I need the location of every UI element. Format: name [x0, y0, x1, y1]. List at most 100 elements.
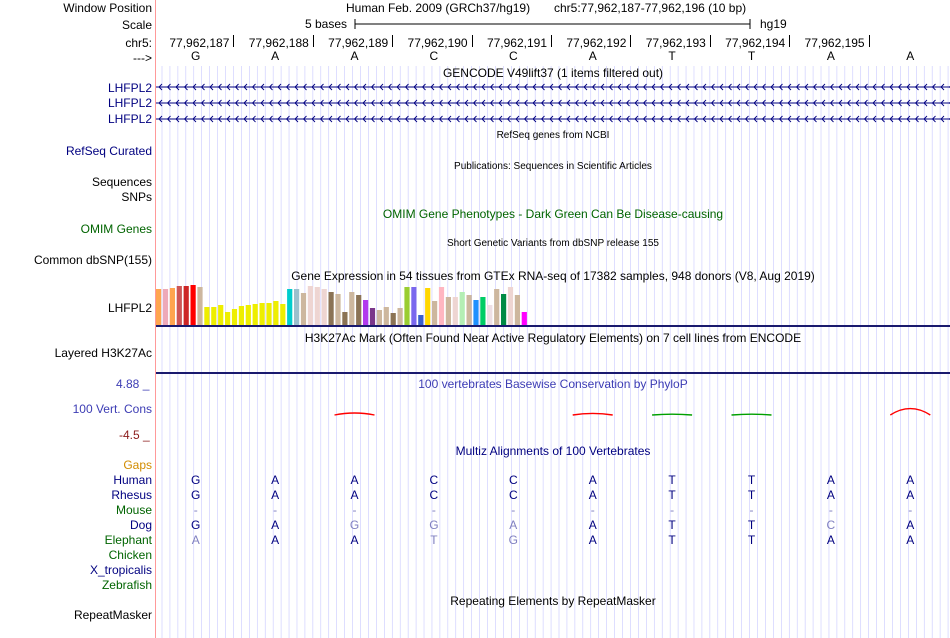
phylop-wiggle[interactable]	[156, 396, 950, 426]
gencode-gene-models[interactable]	[156, 82, 950, 126]
multiz-aligned-base: A	[906, 473, 915, 487]
multiz-species-label[interactable]: Chicken	[108, 548, 152, 562]
omim-label[interactable]: OMIM Genes	[80, 222, 152, 236]
multiz-aligned-base: A	[906, 533, 915, 547]
gtex-tissue-bar	[156, 289, 162, 325]
gtex-title: Gene Expression in 54 tissues from GTEx …	[291, 269, 815, 283]
multiz-aligned-base: A	[191, 533, 200, 547]
multiz-species-label[interactable]: Dog	[129, 518, 152, 532]
coordinate-tick-label: 77,962,192	[566, 36, 627, 50]
multiz-aligned-base: T	[668, 518, 676, 532]
gtex-tissue-bar	[335, 294, 341, 325]
multiz-aligned-base: G	[191, 518, 201, 532]
coordinate-tick-label: 77,962,191	[486, 36, 547, 50]
gtex-tissue-bar	[287, 289, 293, 325]
multiz-aligned-base: C	[508, 473, 518, 487]
h3k27ac-label[interactable]: Layered H3K27Ac	[54, 346, 152, 360]
multiz-aligned-base: A	[588, 518, 597, 532]
multiz-species-label[interactable]: Rhesus	[111, 488, 152, 502]
gtex-tissue-bar	[190, 285, 196, 325]
multiz-species-label[interactable]: Mouse	[115, 503, 152, 517]
gene-strand-arrows	[158, 115, 950, 123]
phylop-min-label: -4.5 _	[119, 428, 150, 442]
gtex-tissue-bar	[169, 288, 175, 325]
gtex-tissue-bar	[162, 289, 169, 325]
multiz-aligned-base: A	[826, 533, 835, 547]
gtex-bar-chart[interactable]	[156, 284, 950, 326]
window-position-label: Window Position	[63, 1, 152, 15]
multiz-aligned-base: A	[350, 473, 359, 487]
gtex-tissue-bar	[397, 308, 403, 325]
repeatmasker-title: Repeating Elements by RepeatMasker	[450, 594, 656, 608]
gencode-item-label[interactable]: LHFPL2	[107, 112, 152, 126]
phylop-conservation-mark	[572, 412, 613, 416]
publications-snps-label[interactable]: SNPs	[121, 190, 152, 204]
phylop-conservation-mark	[652, 413, 693, 416]
gtex-tissue-bar	[349, 292, 355, 325]
gtex-tissue-bar	[487, 305, 493, 325]
coordinate-tick	[868, 35, 870, 47]
coordinate-tick	[789, 35, 791, 47]
phylop-max-label: 4.88 _	[116, 377, 150, 391]
coordinate-tick	[392, 35, 394, 47]
phylop-label[interactable]: 100 Vert. Cons	[72, 402, 152, 416]
multiz-aligned-base: T	[747, 488, 756, 502]
coordinate-tick	[709, 35, 711, 47]
gtex-tissue-bar	[211, 307, 217, 325]
multiz-aligned-base: T	[430, 533, 438, 547]
gtex-label[interactable]: LHFPL2	[107, 301, 152, 315]
repeatmasker-label[interactable]: RepeatMasker	[73, 608, 152, 622]
multiz-aligned-base: -	[431, 503, 436, 517]
gtex-tissue-bar	[473, 300, 479, 325]
track-separator	[156, 325, 950, 327]
multiz-species-label[interactable]: Human	[113, 473, 152, 487]
gtex-tissue-bar	[383, 307, 389, 325]
multiz-aligned-base: A	[826, 473, 835, 487]
multiz-aligned-base: T	[668, 488, 676, 502]
multiz-species-label[interactable]: X_tropicalis	[89, 563, 152, 577]
gtex-tissue-bar	[231, 309, 238, 325]
gencode-item-label[interactable]: LHFPL2	[107, 96, 152, 110]
scale-bar	[354, 19, 751, 29]
multiz-gaps-label[interactable]: Gaps	[123, 458, 152, 472]
gtex-tissue-bar	[300, 293, 307, 325]
reference-base: T	[668, 49, 676, 63]
gtex-tissue-bar	[204, 307, 210, 325]
gtex-tissue-bar	[238, 306, 244, 325]
multiz-aligned-base: A	[588, 488, 597, 502]
multiz-species-label[interactable]: Elephant	[104, 533, 152, 547]
multiz-aligned-base: -	[828, 503, 833, 517]
gene-strand-arrows	[158, 99, 950, 107]
multiz-aligned-base: C	[826, 518, 836, 532]
multiz-aligned-base: G	[429, 518, 439, 532]
multiz-aligned-base: A	[588, 473, 597, 487]
gene-strand-arrows	[158, 83, 950, 91]
multiz-aligned-base: -	[352, 503, 357, 517]
gencode-title: GENCODE V49lift37 (1 items filtered out)	[442, 66, 664, 80]
multiz-aligned-base: A	[906, 518, 915, 532]
multiz-aligned-base: T	[747, 473, 756, 487]
coordinate-tick	[312, 35, 314, 47]
multiz-aligned-base: -	[908, 503, 913, 517]
gtex-tissue-bar	[411, 287, 417, 325]
coordinate-tick	[630, 35, 632, 47]
gencode-item-label[interactable]: LHFPL2	[107, 81, 152, 95]
coordinate-tick-label: 77,962,190	[407, 36, 468, 50]
multiz-aligned-base: -	[511, 503, 516, 517]
gtex-tissue-bar	[245, 305, 251, 325]
multiz-aligned-base: A	[826, 488, 835, 502]
dbsnp-label[interactable]: Common dbSNP(155)	[33, 253, 152, 267]
gtex-tissue-bar	[480, 297, 486, 325]
gtex-tissue-bar	[266, 303, 272, 325]
gtex-tissue-bar	[363, 300, 369, 325]
gtex-tissue-bar	[507, 287, 514, 325]
gtex-tissue-bar	[494, 289, 500, 325]
publications-sequences-label[interactable]: Sequences	[91, 175, 152, 189]
multiz-aligned-base: A	[350, 488, 359, 502]
reference-base: A	[826, 49, 835, 63]
refseq-label[interactable]: RefSeq Curated	[65, 144, 152, 158]
multiz-species-label[interactable]: Zebrafish	[101, 578, 152, 592]
phylop-title: 100 vertebrates Basewise Conservation by…	[418, 377, 688, 391]
gtex-tissue-bar	[369, 308, 376, 325]
